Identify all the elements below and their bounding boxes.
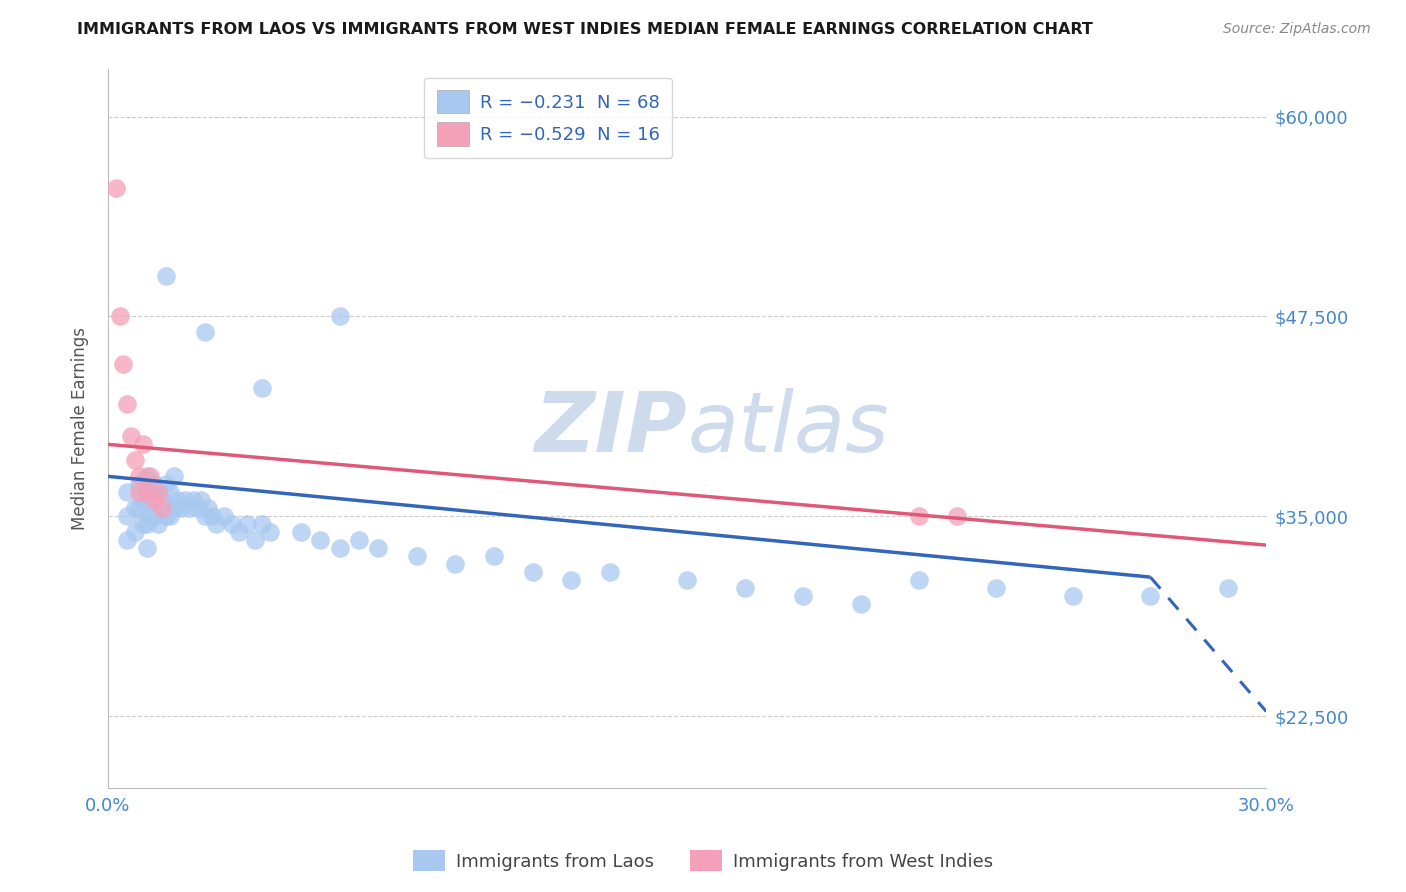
Point	[128, 469, 150, 483]
Point	[734, 582, 756, 596]
Point	[522, 566, 544, 580]
Point	[309, 533, 332, 548]
Point	[236, 517, 259, 532]
Point	[482, 549, 505, 564]
Point	[186, 501, 208, 516]
Point	[560, 574, 582, 588]
Point	[150, 501, 173, 516]
Point	[104, 181, 127, 195]
Point	[444, 558, 467, 572]
Point	[155, 509, 177, 524]
Point	[177, 501, 200, 516]
Point	[197, 501, 219, 516]
Point	[243, 533, 266, 548]
Point	[849, 597, 872, 611]
Point	[117, 509, 139, 524]
Point	[181, 493, 204, 508]
Point	[162, 501, 184, 516]
Point	[135, 469, 157, 483]
Point	[221, 517, 243, 532]
Point	[124, 525, 146, 540]
Point	[159, 509, 181, 524]
Point	[124, 501, 146, 516]
Point	[162, 469, 184, 483]
Point	[143, 477, 166, 491]
Point	[135, 485, 157, 500]
Point	[112, 358, 135, 372]
Point	[367, 541, 389, 556]
Point	[252, 517, 274, 532]
Point	[148, 517, 170, 532]
Point	[599, 566, 621, 580]
Legend: Immigrants from Laos, Immigrants from West Indies: Immigrants from Laos, Immigrants from We…	[405, 843, 1001, 879]
Point	[124, 453, 146, 467]
Point	[143, 493, 166, 508]
Point	[128, 485, 150, 500]
Point	[139, 509, 162, 524]
Point	[170, 501, 193, 516]
Point	[193, 326, 215, 340]
Point	[135, 541, 157, 556]
Point	[143, 509, 166, 524]
Point	[329, 310, 352, 324]
Point	[139, 485, 162, 500]
Point	[155, 477, 177, 491]
Point	[290, 525, 312, 540]
Y-axis label: Median Female Earnings: Median Female Earnings	[72, 326, 89, 530]
Point	[128, 501, 150, 516]
Point	[155, 269, 177, 284]
Point	[259, 525, 281, 540]
Point	[150, 493, 173, 508]
Point	[984, 582, 1007, 596]
Point	[148, 485, 170, 500]
Point	[166, 493, 188, 508]
Point	[132, 437, 155, 451]
Point	[193, 509, 215, 524]
Point	[405, 549, 427, 564]
Point	[117, 485, 139, 500]
Point	[120, 429, 142, 443]
Text: atlas: atlas	[688, 388, 889, 469]
Point	[1216, 582, 1239, 596]
Point	[1139, 590, 1161, 604]
Point	[252, 381, 274, 395]
Point	[205, 517, 228, 532]
Text: IMMIGRANTS FROM LAOS VS IMMIGRANTS FROM WEST INDIES MEDIAN FEMALE EARNINGS CORRE: IMMIGRANTS FROM LAOS VS IMMIGRANTS FROM …	[77, 22, 1094, 37]
Point	[907, 574, 929, 588]
Point	[148, 485, 170, 500]
Point	[117, 533, 139, 548]
Point	[117, 397, 139, 411]
Point	[1062, 590, 1084, 604]
Point	[190, 493, 212, 508]
Point	[212, 509, 235, 524]
Point	[132, 517, 155, 532]
Point	[792, 590, 814, 604]
Point	[329, 541, 352, 556]
Point	[946, 509, 969, 524]
Point	[108, 310, 131, 324]
Point	[135, 493, 157, 508]
Point	[128, 477, 150, 491]
Point	[135, 517, 157, 532]
Point	[159, 485, 181, 500]
Point	[132, 493, 155, 508]
Point	[174, 493, 197, 508]
Text: Source: ZipAtlas.com: Source: ZipAtlas.com	[1223, 22, 1371, 37]
Text: ZIP: ZIP	[534, 388, 688, 469]
Point	[347, 533, 370, 548]
Point	[139, 469, 162, 483]
Legend: R = −0.231  N = 68, R = −0.529  N = 16: R = −0.231 N = 68, R = −0.529 N = 16	[423, 78, 672, 158]
Point	[228, 525, 250, 540]
Point	[201, 509, 224, 524]
Point	[676, 574, 699, 588]
Point	[907, 509, 929, 524]
